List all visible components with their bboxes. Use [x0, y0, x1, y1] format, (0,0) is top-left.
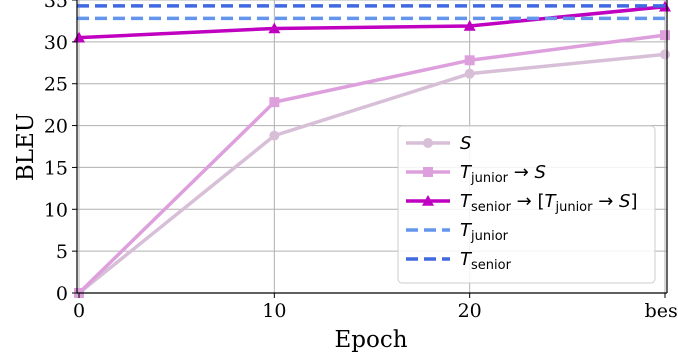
- point-tj_s: [660, 30, 670, 41]
- x-tick-label: 20: [458, 300, 482, 322]
- point-s: [660, 49, 670, 60]
- y-tick-label: 25: [44, 74, 68, 96]
- series-ts_tj_s: [73, 0, 671, 43]
- legend-label-part: →: [593, 191, 620, 212]
- legend-label-part: T: [460, 162, 473, 183]
- legend-label-part: T: [544, 191, 557, 212]
- y-tick-label: 20: [44, 116, 68, 138]
- legend-label-part: →: [508, 162, 535, 183]
- x-tick-label: best: [645, 300, 678, 322]
- legend-label-part: S: [535, 162, 546, 183]
- point-ts_tj_s: [268, 22, 281, 34]
- legend-label-part: T: [460, 220, 473, 241]
- legend-label-part: junior: [470, 171, 509, 186]
- y-tick-label: 30: [44, 32, 68, 54]
- point-ts_tj_s: [463, 19, 476, 31]
- line-tj_s: [77, 33, 666, 295]
- legend-swatch-s: [406, 138, 450, 148]
- y-tick-label: 5: [56, 241, 68, 263]
- legend-swatch-tj_s: [406, 167, 450, 177]
- legend-label-part: senior: [471, 258, 512, 273]
- y-tick-label: 35: [44, 0, 68, 12]
- legend-label-part: S: [619, 191, 630, 212]
- legend-label-part: junior: [554, 200, 593, 215]
- legend-box: [397, 125, 656, 284]
- legend-swatch-ts_tj_s: [406, 195, 450, 206]
- x-axis-title: Epoch: [334, 327, 407, 353]
- legend-swatch-marker: [423, 138, 433, 148]
- legend-label-ts_tj_s: Tsenior → [Tjunior → S]: [460, 191, 638, 215]
- x-tick-label: 10: [262, 300, 286, 322]
- point-tj_s: [269, 97, 280, 108]
- y-axis-title: BLEU: [13, 113, 39, 181]
- axes: [72, 0, 668, 298]
- tick-labels: 0 10 20 best 0 5 10 15 20 25 30 35: [44, 0, 678, 322]
- point-tj_s: [464, 55, 475, 66]
- legend-label-part: → [: [511, 191, 545, 212]
- legend-label-s: S: [460, 133, 471, 154]
- legend-label-ts: Tsenior: [460, 249, 512, 273]
- legend-swatch-marker: [423, 167, 433, 177]
- line-s: [77, 52, 666, 295]
- x-tick-label: 0: [73, 300, 85, 322]
- point-ts_tj_s: [73, 31, 85, 43]
- legend-label-tj: Tjunior: [460, 220, 509, 244]
- y-tick-label: 0: [56, 283, 68, 305]
- y-tick-label: 10: [44, 199, 68, 221]
- legend-label-part: T: [460, 191, 473, 212]
- legend-label-tj_s: Tjunior → S: [460, 162, 546, 186]
- point-s: [464, 68, 475, 79]
- y-tick-label: 15: [44, 157, 68, 179]
- legend-label-part: ]: [630, 191, 637, 212]
- line-ts_tj_s: [78, 4, 666, 40]
- legend-swatch-marker: [422, 195, 434, 206]
- legend-label-part: T: [460, 249, 473, 270]
- legend-label-part: senior: [471, 200, 512, 215]
- legend-label-part: S: [460, 133, 471, 154]
- legend-label-part: junior: [470, 229, 509, 244]
- point-s: [269, 130, 280, 141]
